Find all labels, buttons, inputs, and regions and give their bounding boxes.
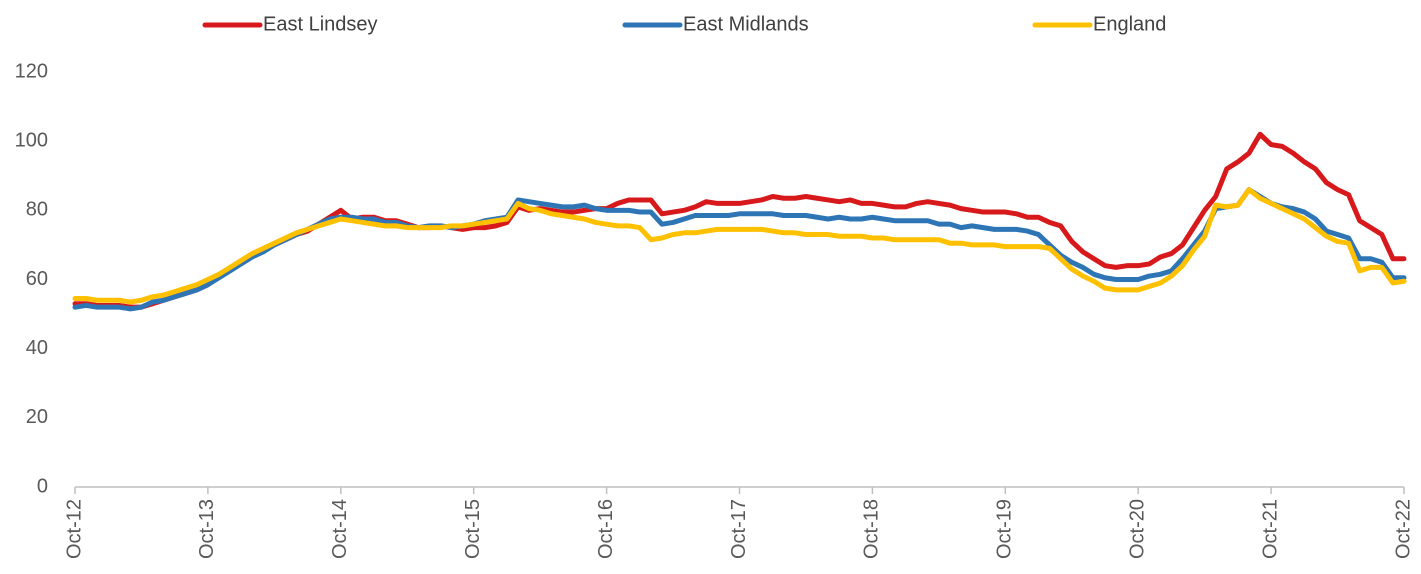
y-tick-label: 20	[26, 406, 48, 428]
y-tick-label: 80	[26, 199, 48, 221]
y-tick-label: 60	[26, 268, 48, 290]
x-tick-label: Oct-22	[1392, 499, 1414, 559]
y-tick-label: 120	[15, 60, 48, 82]
series-line	[72, 187, 1407, 305]
y-tick-label: 0	[37, 475, 48, 497]
legend-label: East Midlands	[683, 13, 809, 35]
x-tick-label: Oct-12	[63, 499, 85, 559]
legend-label: England	[1093, 13, 1166, 35]
legend-label: East Lindsey	[263, 13, 378, 35]
x-tick-label: Oct-20	[1126, 499, 1148, 559]
x-tick-label: Oct-21	[1259, 499, 1281, 559]
y-tick-label: 100	[15, 129, 48, 151]
x-tick-label: Oct-19	[994, 499, 1016, 559]
x-tick-label: Oct-15	[462, 499, 484, 559]
series-line	[72, 131, 1407, 310]
x-tick-label: Oct-16	[595, 499, 617, 559]
x-tick-label: Oct-18	[861, 499, 883, 559]
x-tick-label: Oct-17	[728, 499, 750, 559]
x-tick-label: Oct-13	[196, 499, 218, 559]
x-tick-label: Oct-14	[329, 499, 351, 559]
y-tick-label: 40	[26, 337, 48, 359]
